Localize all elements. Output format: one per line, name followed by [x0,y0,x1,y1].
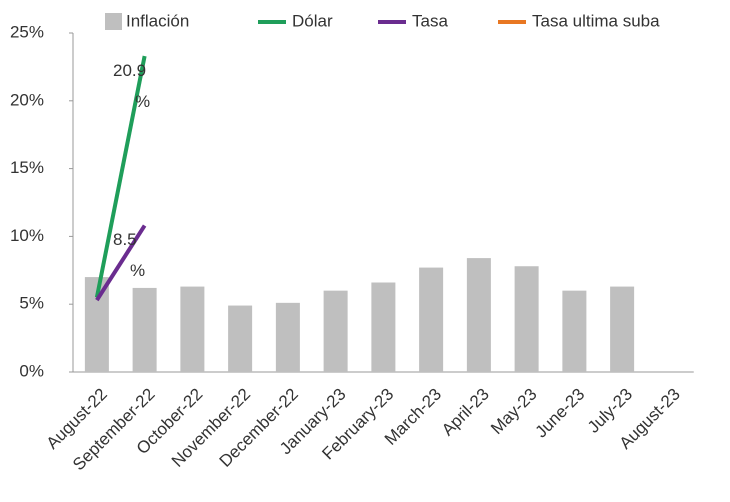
bar [610,286,635,372]
annotation: 8.5% [113,230,145,280]
y-tick-label: 20% [10,90,44,109]
legend-swatch [105,13,122,30]
bar [132,287,157,372]
bar [323,290,348,372]
bar [562,290,587,372]
legend-label: Tasa [412,11,448,30]
y-tick-label: 5% [19,294,44,313]
line [95,224,147,302]
bar [514,266,539,372]
x-tick-label: June-23 [531,385,588,442]
bar [466,258,491,372]
bar [228,305,253,372]
annotation: 20.9% [113,61,150,111]
bar [371,282,396,372]
legend-label: Tasa ultima suba [532,11,660,30]
bar [180,286,205,372]
legend-label: Dólar [292,11,333,30]
line [94,55,147,298]
bar [275,302,300,372]
y-tick-label: 0% [19,361,44,380]
bar [419,267,444,372]
x-tick-label: April-23 [438,385,493,440]
y-tick-label: 15% [10,158,44,177]
legend-label: Inflación [126,11,189,30]
y-tick-label: 10% [10,226,44,245]
y-tick-label: 25% [10,22,44,41]
x-tick-label: September-22 [69,385,159,475]
